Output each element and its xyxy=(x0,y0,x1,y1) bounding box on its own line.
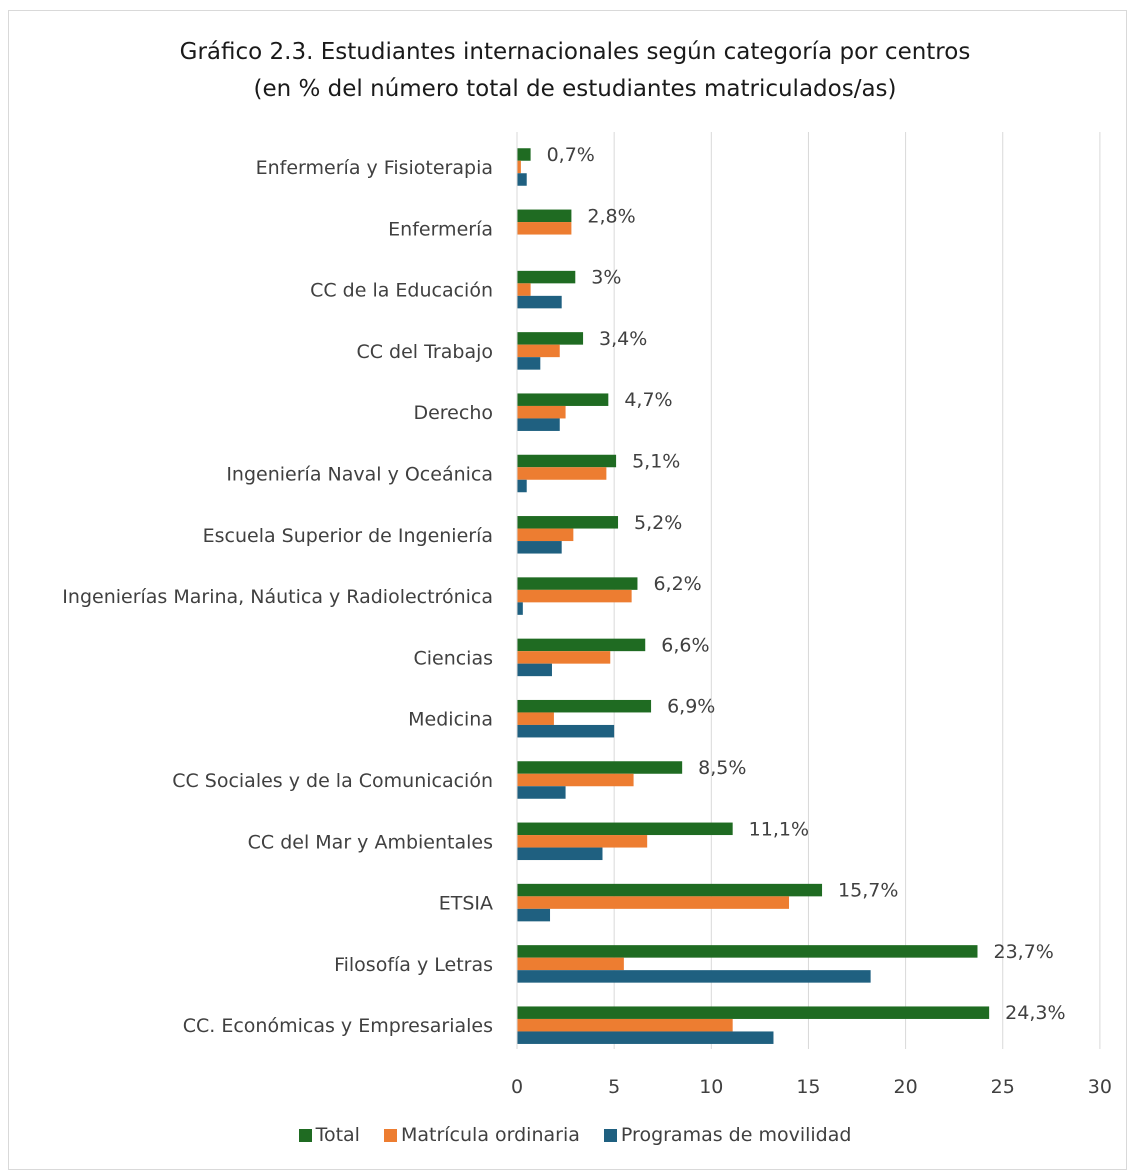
bar-programas-de-movilidad xyxy=(517,479,527,493)
bar-matricula-ordinaria xyxy=(517,344,560,358)
bar-matricula-ordinaria xyxy=(517,528,574,542)
data-label: 11,1% xyxy=(749,818,809,840)
bar-total xyxy=(517,332,584,345)
data-label: 2,8% xyxy=(587,205,635,227)
category-label: CC de la Educación xyxy=(310,280,493,302)
legend-swatch-matricula-ordinaria xyxy=(383,1129,397,1142)
data-label: 5,2% xyxy=(634,512,682,534)
legend-swatch-programas-de-movilidad xyxy=(603,1129,617,1142)
bar-matricula-ordinaria xyxy=(517,773,634,787)
bar-programas-de-movilidad xyxy=(517,970,871,983)
category-label: Ingenierías Marina, Náutica y Radiolectr… xyxy=(62,586,493,608)
bar-programas-de-movilidad xyxy=(517,173,527,186)
category-label: Derecho xyxy=(413,402,493,424)
bar-matricula-ordinaria xyxy=(517,160,521,174)
bar-programas-de-movilidad xyxy=(517,295,562,309)
data-label: 24,3% xyxy=(1005,1002,1065,1024)
category-label: Ciencias xyxy=(413,647,493,669)
bar-programas-de-movilidad xyxy=(517,357,541,370)
x-tick-label: 30 xyxy=(1088,1076,1112,1098)
category-label: ETSIA xyxy=(439,893,493,915)
data-label: 23,7% xyxy=(993,941,1053,963)
data-label: 8,5% xyxy=(698,757,746,779)
chart-title: Gráfico 2.3. Estudiantes internacionales… xyxy=(179,39,971,65)
bar-total xyxy=(517,148,531,161)
bar-programas-de-movilidad xyxy=(517,541,562,554)
bar-total xyxy=(517,822,733,836)
bar-matricula-ordinaria xyxy=(517,405,566,419)
category-label: CC del Mar y Ambientales xyxy=(248,831,493,853)
category-label: Medicina xyxy=(408,709,493,731)
bar-total xyxy=(517,1006,990,1019)
bar-programas-de-movilidad xyxy=(517,418,560,431)
bar-matricula-ordinaria xyxy=(517,467,607,480)
x-tick-label: 0 xyxy=(511,1076,523,1098)
bar-matricula-ordinaria xyxy=(517,589,632,603)
x-tick-label: 20 xyxy=(894,1076,918,1098)
bar-matricula-ordinaria xyxy=(517,1018,733,1032)
bar-programas-de-movilidad xyxy=(517,602,523,615)
bar-matricula-ordinaria xyxy=(517,712,554,725)
data-label: 6,9% xyxy=(667,696,715,718)
data-label: 0,7% xyxy=(547,144,595,166)
bar-programas-de-movilidad xyxy=(517,663,552,677)
data-label: 3% xyxy=(591,267,621,289)
legend-label-programas-de-movilidad: Programas de movilidad xyxy=(620,1124,852,1146)
legend-swatch-total xyxy=(298,1129,312,1142)
legend-item-matricula-ordinaria: Matrícula ordinaria xyxy=(383,1124,580,1146)
x-tick-label: 5 xyxy=(608,1076,620,1098)
bar-programas-de-movilidad xyxy=(517,847,603,861)
legend-label-matricula-ordinaria: Matrícula ordinaria xyxy=(400,1124,580,1146)
bar-total xyxy=(517,638,646,652)
bar-programas-de-movilidad xyxy=(517,724,615,738)
bar-total xyxy=(517,883,823,897)
data-label: 4,7% xyxy=(624,389,672,411)
x-tick-label: 10 xyxy=(699,1076,723,1098)
data-label: 3,4% xyxy=(599,328,647,350)
data-label: 15,7% xyxy=(838,880,898,902)
legend-label-total: Total xyxy=(315,1124,360,1146)
bar-total xyxy=(517,516,619,529)
chart-title-block: Gráfico 2.3. Estudiantes internacionales… xyxy=(0,34,1129,108)
data-label: 6,6% xyxy=(661,634,709,656)
category-label: CC del Trabajo xyxy=(356,341,493,363)
bar-total xyxy=(517,393,609,406)
category-label: CC Sociales y de la Comunicación xyxy=(172,770,493,792)
bar-total xyxy=(517,454,617,468)
bar-matricula-ordinaria xyxy=(517,957,624,971)
category-label: Enfermería y Fisioterapia xyxy=(256,157,493,179)
legend-item-programas-de-movilidad: Programas de movilidad xyxy=(603,1124,852,1146)
category-label: Ingeniería Naval y Oceánica xyxy=(226,464,493,486)
bar-matricula-ordinaria xyxy=(517,651,611,664)
bar-total xyxy=(517,577,638,590)
bar-total xyxy=(517,209,572,223)
bar-programas-de-movilidad xyxy=(517,1031,774,1044)
bar-total xyxy=(517,270,576,284)
category-label: Enfermería xyxy=(388,218,493,240)
x-tick-label: 25 xyxy=(991,1076,1015,1098)
bar-matricula-ordinaria xyxy=(517,835,648,848)
legend-item-total: Total xyxy=(298,1124,360,1146)
bar-matricula-ordinaria xyxy=(517,896,790,909)
bar-programas-de-movilidad xyxy=(517,908,551,922)
data-label: 5,1% xyxy=(632,451,680,473)
chart-subtitle: (en % del número total de estudiantes ma… xyxy=(253,76,897,102)
category-label: CC. Económicas y Empresariales xyxy=(183,1015,493,1037)
category-label: Escuela Superior de Ingeniería xyxy=(203,525,493,547)
data-label: 6,2% xyxy=(653,573,701,595)
bar-total xyxy=(517,761,683,774)
bar-total xyxy=(517,699,652,713)
bar-total xyxy=(517,945,978,958)
x-tick-label: 15 xyxy=(796,1076,820,1098)
chart-legend: Total Matrícula ordinaria Programas de m… xyxy=(0,1124,1129,1146)
bar-matricula-ordinaria xyxy=(517,283,531,296)
bar-matricula-ordinaria xyxy=(517,222,572,235)
category-label: Filosofía y Letras xyxy=(334,954,493,976)
bar-programas-de-movilidad xyxy=(517,786,566,799)
